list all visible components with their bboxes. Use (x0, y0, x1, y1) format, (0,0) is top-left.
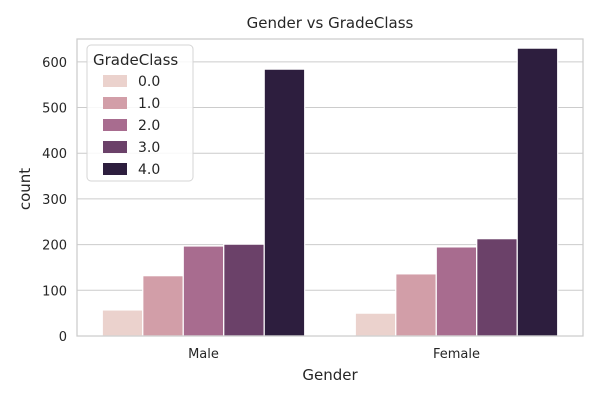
legend-swatch (103, 119, 127, 131)
legend-entry-label: 3.0 (138, 140, 160, 156)
axis-layer: 0 100 200 300 400 500 600 Male Female (42, 38, 584, 362)
bar (101, 309, 144, 337)
plot-frame (76, 38, 584, 337)
chart-title: Gender vs GradeClass (247, 14, 414, 32)
legend-title: GradeClass (93, 51, 178, 69)
y-tick-label: 0 (59, 330, 67, 345)
y-tick-label: 300 (42, 193, 67, 208)
y-axis-label: count (16, 168, 34, 210)
legend-swatch (103, 75, 127, 87)
x-axis-label: Gender (302, 366, 358, 384)
legend-entry-label: 1.0 (138, 96, 160, 112)
legend-swatch (103, 97, 127, 109)
bar (142, 275, 184, 337)
y-tick-label: 100 (42, 284, 67, 299)
bar (182, 245, 225, 337)
legend-entry-label: 0.0 (138, 74, 160, 90)
y-tick-label: 400 (42, 147, 67, 162)
bars-layer (101, 47, 559, 337)
bar (395, 273, 437, 337)
y-tick-label: 500 (42, 102, 67, 117)
bar (354, 312, 397, 337)
legend-swatch (103, 163, 127, 175)
y-tick-label: 600 (42, 56, 67, 71)
x-tick-label: Female (433, 347, 480, 362)
y-tick-label: 200 (42, 239, 67, 254)
x-tick-label: Male (188, 347, 219, 362)
bar (435, 246, 478, 337)
legend: GradeClass 0.0 1.0 2.0 3.0 4.0 (86, 44, 194, 182)
legend-swatch (103, 141, 127, 153)
bar (223, 243, 265, 337)
legend-entry-label: 2.0 (138, 118, 160, 134)
bar (263, 68, 306, 337)
legend-entry-label: 4.0 (138, 162, 160, 178)
bar (516, 47, 559, 337)
bar (476, 238, 518, 337)
